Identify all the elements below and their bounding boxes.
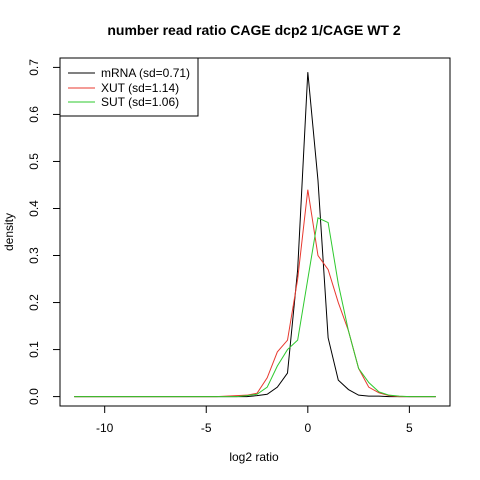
x-axis-label: log2 ratio (229, 450, 279, 464)
plot-frame (59, 57, 451, 407)
y-tick-label: 0.4 (27, 200, 41, 217)
x-tick-label: 5 (406, 421, 413, 435)
chart-title: number read ratio CAGE dcp2 1/CAGE WT 2 (107, 22, 400, 38)
x-tick-label: -10 (96, 421, 114, 435)
y-tick-label: 0.2 (27, 294, 41, 311)
y-tick-label: 0.5 (27, 153, 41, 170)
y-tick-label: 0.6 (27, 106, 41, 123)
y-tick-label: 0.3 (27, 247, 41, 264)
x-tick-label: 0 (304, 421, 311, 435)
y-tick-label: 0.0 (27, 388, 41, 405)
y-tick-label: 0.1 (27, 341, 41, 358)
x-axis: -10 -5 0 5 (96, 406, 413, 435)
legend-box (59, 57, 199, 117)
legend-label-mrna: mRNA (sd=0.71) (101, 66, 190, 80)
series-line-sut (74, 217, 436, 398)
y-axis: 0.0 0.1 0.2 0.3 0.4 0.5 0.6 0.7 (27, 59, 60, 405)
x-tick-label: -5 (201, 421, 212, 435)
series-lines (74, 72, 436, 398)
y-tick-label: 0.7 (27, 59, 41, 76)
chart-legend: mRNA (sd=0.71) XUT (sd=1.14) SUT (sd=1.0… (59, 57, 199, 117)
legend-label-sut: SUT (sd=1.06) (101, 95, 179, 109)
legend-label-xut: XUT (sd=1.14) (101, 81, 179, 95)
y-axis-label: density (2, 213, 16, 251)
